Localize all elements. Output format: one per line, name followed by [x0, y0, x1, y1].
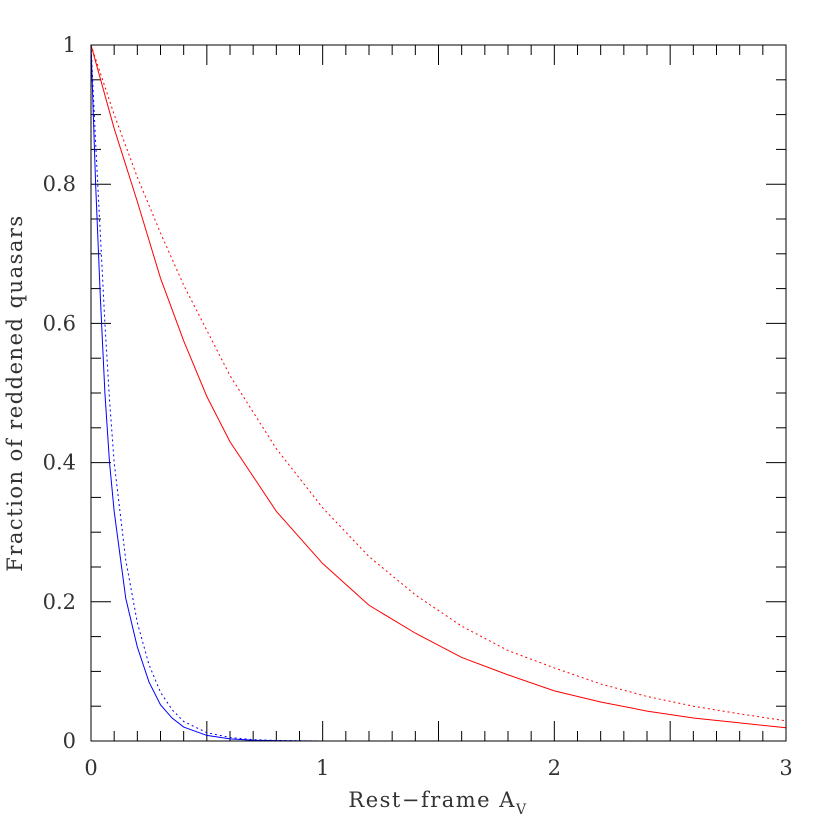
y-axis-title: Fraction of reddened quasars [3, 214, 27, 571]
x-tick-label: 1 [316, 756, 329, 780]
series-line-3 [90, 44, 323, 742]
plot-frame [90, 44, 787, 742]
x-axis-title: Rest−frame AV [348, 788, 527, 818]
y-tick-label: 0.2 [43, 590, 76, 614]
x-axis-title-main: Rest−frame A [348, 788, 516, 812]
series-line-2 [90, 44, 787, 722]
series-layer [90, 44, 787, 742]
y-tick-label: 0.8 [43, 172, 76, 196]
y-tick-label: 1 [63, 33, 76, 57]
series-line-4 [90, 44, 323, 742]
y-tick-label: 0 [63, 729, 76, 753]
x-tick-label: 2 [548, 756, 561, 780]
x-tick-label: 3 [779, 756, 792, 780]
y-tick-label: 0.6 [43, 311, 76, 335]
x-axis-title-subscript: V [515, 802, 528, 818]
axis-ticks [90, 44, 787, 742]
y-tick-label: 0.4 [43, 451, 76, 475]
series-line-1 [90, 44, 787, 729]
x-tick-label: 0 [84, 756, 97, 780]
tick-labels: 0 1 2 3 0 0.2 0.4 0.6 0.8 1 [43, 33, 793, 780]
